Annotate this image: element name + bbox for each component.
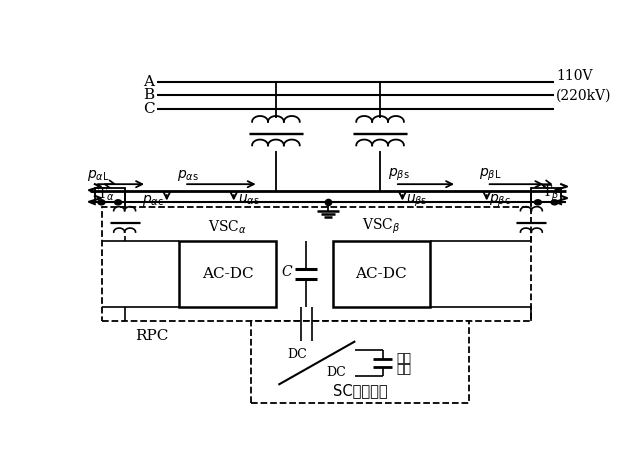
Text: C: C — [281, 265, 292, 279]
Text: AC-DC: AC-DC — [202, 267, 253, 281]
Circle shape — [534, 200, 541, 205]
Text: VSC$_\alpha$: VSC$_\alpha$ — [208, 219, 247, 236]
Bar — [95, 188, 125, 203]
Bar — [179, 242, 276, 307]
Text: (220kV): (220kV) — [556, 89, 612, 102]
Text: $p_{\beta\mathrm{c}}$: $p_{\beta\mathrm{c}}$ — [489, 193, 511, 209]
Text: DC: DC — [326, 366, 346, 379]
Circle shape — [115, 200, 122, 205]
Text: VSC$_\beta$: VSC$_\beta$ — [362, 217, 401, 236]
Text: AC-DC: AC-DC — [355, 267, 407, 281]
Text: $p_{\alpha\mathrm{s}}$: $p_{\alpha\mathrm{s}}$ — [177, 169, 198, 183]
Circle shape — [98, 200, 105, 205]
Text: T$_\alpha$: T$_\alpha$ — [97, 185, 115, 203]
Text: $u_{\beta\mathrm{s}}$: $u_{\beta\mathrm{s}}$ — [406, 193, 428, 209]
Bar — [531, 188, 561, 203]
Text: 电容: 电容 — [396, 363, 412, 376]
Bar — [251, 321, 469, 403]
Text: 超级: 超级 — [396, 352, 412, 365]
Text: B: B — [143, 89, 154, 102]
Text: T$_\beta$: T$_\beta$ — [541, 183, 559, 203]
Text: RPC: RPC — [135, 329, 168, 342]
Bar — [102, 207, 531, 321]
Text: DC: DC — [288, 348, 307, 361]
Text: $p_{\beta\mathrm{s}}$: $p_{\beta\mathrm{s}}$ — [388, 167, 409, 183]
Text: SC储能系统: SC储能系统 — [333, 383, 388, 398]
Text: $p_{\alpha\mathrm{c}}$: $p_{\alpha\mathrm{c}}$ — [142, 193, 164, 208]
Bar — [333, 242, 429, 307]
Bar — [278, 341, 355, 385]
Text: C: C — [143, 102, 154, 116]
Text: 110V: 110V — [556, 69, 593, 83]
Text: A: A — [143, 75, 154, 89]
Text: $p_{\alpha\mathrm{L}}$: $p_{\alpha\mathrm{L}}$ — [88, 169, 110, 183]
Circle shape — [551, 200, 558, 205]
Text: $p_{\beta\mathrm{L}}$: $p_{\beta\mathrm{L}}$ — [479, 167, 502, 183]
Text: $u_{\alpha\mathrm{s}}$: $u_{\alpha\mathrm{s}}$ — [237, 193, 260, 207]
